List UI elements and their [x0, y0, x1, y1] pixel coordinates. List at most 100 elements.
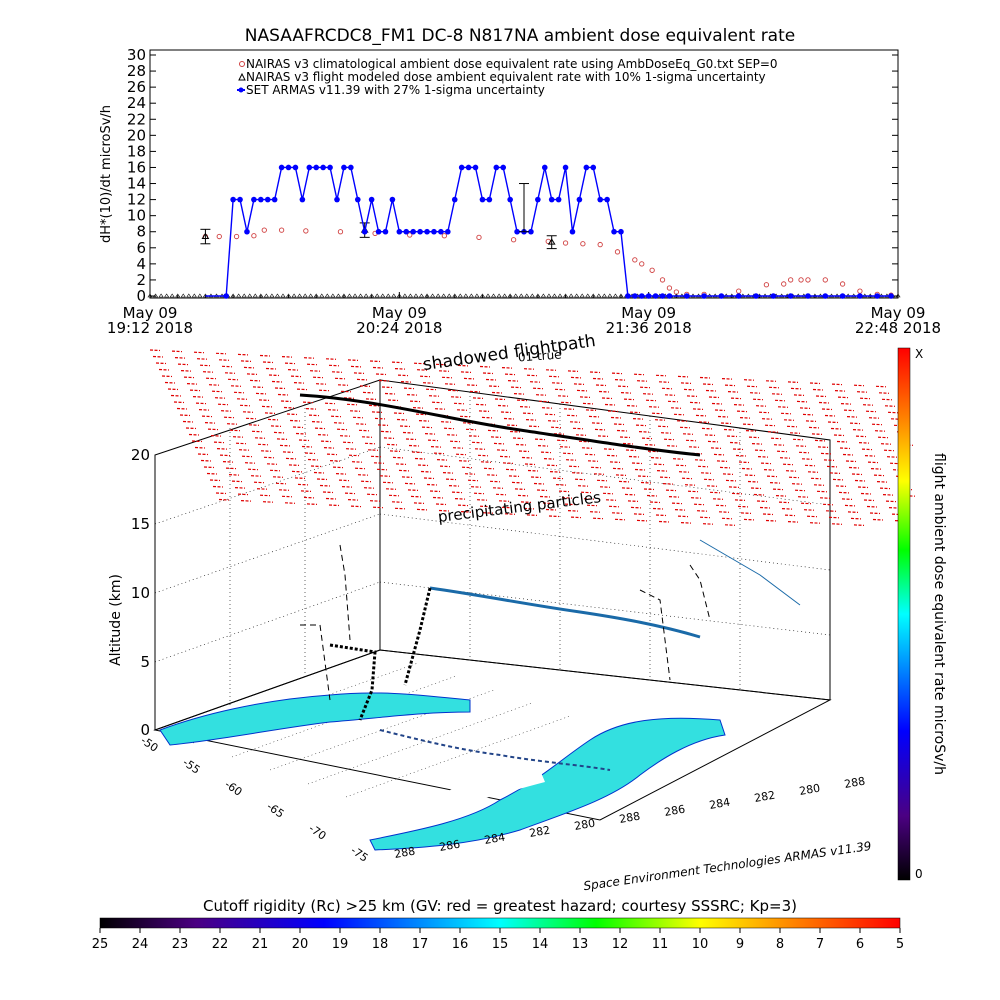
armas-point: [507, 196, 513, 203]
particle-mark: [781, 508, 793, 510]
armas-point: [451, 196, 458, 203]
particle-mark: [592, 517, 604, 520]
nairas-flight-baseline-marker: [468, 293, 474, 298]
nairas-flight-baseline-marker: [357, 293, 364, 298]
particle-mark: [763, 469, 775, 471]
particle-mark: [647, 450, 659, 453]
armas-point: [396, 228, 403, 235]
particle-mark: [192, 396, 204, 398]
particle-mark: [561, 497, 573, 499]
particle-mark: [872, 518, 884, 521]
particle-mark: [326, 453, 338, 456]
particle-mark: [313, 471, 325, 474]
particle-mark: [265, 367, 277, 370]
particle-mark: [589, 371, 601, 374]
nairas-flight-baseline-marker: [269, 293, 275, 298]
particle-mark: [845, 460, 857, 463]
armas-point: [334, 196, 340, 203]
nairas-clim-point: [736, 288, 742, 294]
particle-mark: [564, 503, 576, 506]
particle-mark: [415, 413, 427, 416]
particle-mark: [405, 438, 417, 441]
lat-tick-label: -75: [348, 844, 370, 865]
armas-point: [666, 293, 673, 299]
armas-point: [368, 196, 375, 203]
particle-mark: [798, 451, 810, 454]
nairas-flight-baseline-marker: [175, 293, 181, 298]
particle-mark: [597, 435, 609, 437]
particle-mark: [442, 472, 454, 474]
particle-mark: [459, 415, 471, 418]
particle-mark: [605, 499, 617, 501]
armas-point: [541, 164, 548, 171]
armas-point: [874, 293, 881, 299]
nairas-clim-point: [649, 267, 655, 273]
particle-mark: [582, 402, 594, 405]
particle-mark: [742, 423, 754, 426]
particle-mark: [548, 375, 560, 378]
particle-mark: [365, 398, 377, 400]
particle-mark: [532, 387, 544, 390]
nairas-flight-baseline-marker: [418, 293, 425, 298]
rigidity-tick-label: 9: [736, 937, 744, 952]
particle-mark: [284, 362, 296, 365]
particle-mark: [542, 502, 554, 505]
nairas-flight-baseline-marker: [529, 293, 535, 298]
particle-mark: [358, 429, 370, 432]
plot-marks: [147, 164, 901, 299]
particle-mark: [747, 480, 759, 483]
particle-mark: [231, 480, 243, 483]
nairas-flight-baseline-marker: [396, 293, 402, 298]
rigidity-tick-label: 19: [332, 937, 349, 952]
particle-mark: [177, 363, 189, 366]
particle-mark: [323, 447, 335, 449]
z-tick-label: 0: [140, 721, 150, 739]
nairas-flight-baseline-marker: [230, 293, 236, 298]
nairas-flight-baseline-marker: [335, 293, 341, 298]
nairas-flight-baseline-marker: [247, 293, 253, 298]
particle-mark: [526, 514, 538, 516]
armas-point: [770, 293, 777, 299]
particle-mark: [808, 426, 820, 429]
particle-mark: [507, 380, 519, 382]
particle-mark: [361, 436, 373, 438]
particle-mark: [766, 475, 778, 478]
armas-point: [618, 228, 624, 235]
particle-mark: [645, 399, 657, 402]
lon-tick-label: 288: [618, 810, 641, 826]
particle-mark: [875, 385, 887, 388]
particle-mark: [616, 429, 628, 432]
particle-mark: [173, 401, 185, 404]
particle-mark: [732, 448, 744, 451]
particle-mark: [467, 479, 479, 482]
particle-mark: [294, 477, 306, 479]
particle-mark: [203, 466, 215, 469]
particle-mark: [607, 410, 619, 413]
particle-mark: [183, 376, 195, 379]
landmass-gap: [450, 770, 545, 805]
particle-mark: [592, 377, 604, 380]
particle-mark: [679, 426, 691, 429]
particle-mark: [380, 430, 392, 433]
y-tick-label: 18: [127, 142, 146, 160]
particle-mark: [372, 366, 384, 369]
armas-point: [493, 164, 500, 171]
particle-mark: [558, 490, 570, 493]
particle-mark: [191, 440, 203, 443]
particle-mark: [565, 459, 577, 461]
particle-mark: [760, 462, 772, 465]
nairas-flight-baseline-marker: [158, 293, 164, 298]
particle-mark: [199, 364, 211, 367]
particle-mark: [512, 437, 524, 440]
3d-panel: shadowed flightpath 01 true precipitatin…: [108, 331, 947, 893]
particle-mark: [572, 427, 584, 430]
particle-mark: [396, 418, 408, 421]
nairas-clim-point: [781, 281, 787, 287]
particle-mark: [848, 466, 860, 469]
particle-mark: [376, 468, 388, 471]
particle-mark: [524, 463, 536, 466]
particle-mark: [853, 384, 865, 387]
particle-mark: [240, 500, 252, 502]
particle-mark: [339, 435, 351, 437]
